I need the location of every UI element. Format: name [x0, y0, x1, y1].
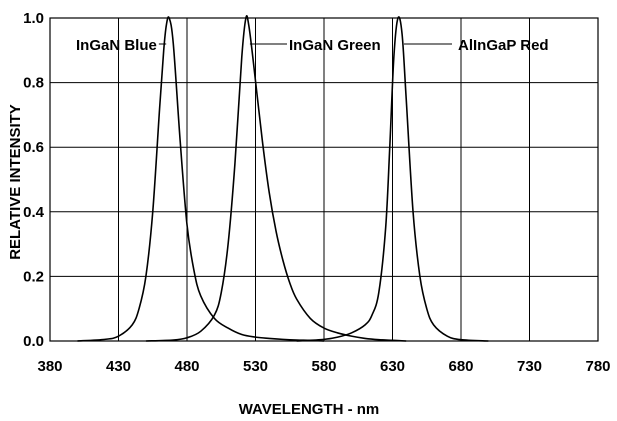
y-tick-label: 0.2 [23, 268, 44, 285]
x-tick-label: 530 [243, 358, 268, 375]
y-tick-label: 0.6 [23, 139, 44, 156]
annotation-alingap-red: AlInGaP Red [458, 37, 549, 54]
x-tick-label: 680 [448, 358, 473, 375]
grid [50, 18, 598, 341]
series-layer [77, 15, 489, 342]
x-tick-label: 780 [585, 358, 610, 375]
annotation-ingan-green: InGaN Green [289, 37, 381, 54]
y-tick-label: 0.4 [23, 204, 45, 221]
series-line-ingan-blue [77, 16, 325, 342]
x-tick-label: 480 [174, 358, 199, 375]
x-tick-label: 380 [37, 358, 62, 375]
x-tick-label: 580 [311, 358, 336, 375]
x-tick-labels: 380 430 480 530 580 630 680 730 780 [37, 358, 610, 375]
y-tick-label: 0.8 [23, 75, 44, 92]
series-line-alingap-red [296, 16, 489, 342]
y-tick-labels: 0.0 0.2 0.4 0.6 0.8 1.0 [23, 10, 45, 350]
x-tick-label: 630 [380, 358, 405, 375]
annotation-ingan-blue: InGaN Blue [76, 37, 157, 54]
y-tick-label: 0.0 [23, 333, 44, 350]
x-tick-label: 730 [517, 358, 542, 375]
y-tick-label: 1.0 [23, 10, 44, 27]
x-axis-title: WAVELENGTH - nm [239, 401, 380, 418]
y-axis-title: RELATIVE INTENSITY [7, 104, 24, 260]
x-tick-label: 430 [106, 358, 131, 375]
series-line-ingan-green [145, 15, 407, 342]
